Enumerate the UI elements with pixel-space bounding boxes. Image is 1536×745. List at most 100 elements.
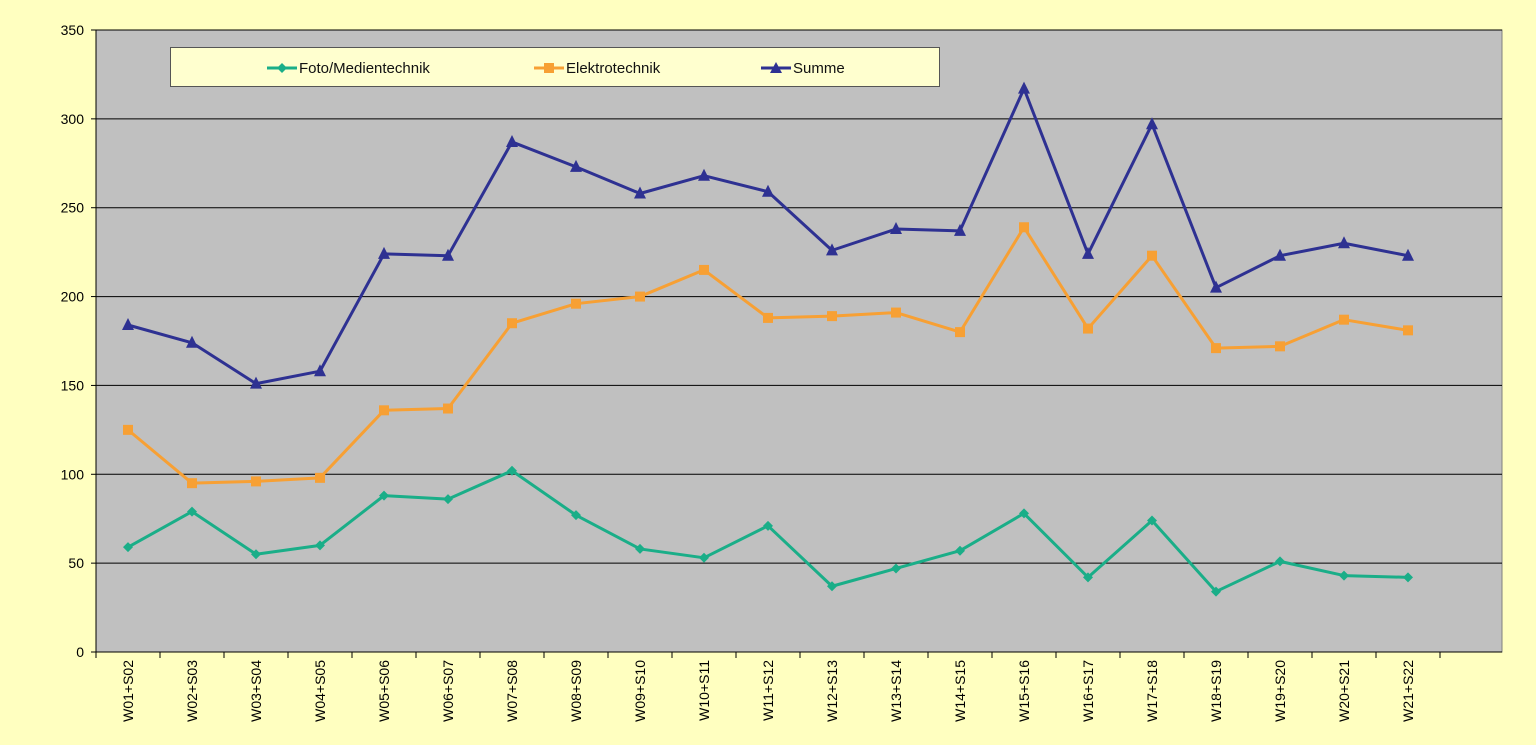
legend-label-summe: Summe [793,59,845,77]
x-tick-label: W12+S13 [824,660,840,722]
data-point [443,403,453,414]
data-point [762,184,774,197]
data-point [379,490,389,501]
data-point [1082,246,1094,259]
data-point [1403,325,1413,336]
data-point [315,540,325,551]
legend-marker-diamond [267,63,297,73]
legend-item-foto: Foto/Medientechnik [267,59,430,77]
data-point [379,405,389,416]
y-tick-label: 350 [61,22,85,38]
x-tick-label: W03+S04 [248,660,264,722]
x-tick-label: W18+S19 [1208,660,1224,722]
data-point [442,248,454,261]
data-point [1146,117,1158,130]
data-point [1403,572,1413,583]
x-tick-label: W14+S15 [952,660,968,722]
x-tick-label: W06+S07 [440,660,456,722]
x-tick-label: W09+S10 [632,660,648,722]
data-point [315,472,325,483]
x-tick-label: W16+S17 [1080,660,1096,722]
data-point [634,186,646,199]
y-tick-label: 100 [61,466,85,482]
data-point [1275,556,1285,567]
x-tick-label: W01+S02 [120,660,136,722]
x-tick-label: W07+S08 [504,660,520,722]
legend-marker-square [534,63,564,73]
data-point [443,494,453,505]
x-tick-label: W20+S21 [1336,660,1352,722]
data-point [1339,314,1349,325]
data-point [1339,570,1349,581]
data-point [250,376,262,389]
data-point [123,424,133,435]
data-point [506,134,518,147]
data-point [698,168,710,181]
x-tick-label: W19+S20 [1272,660,1288,722]
data-point [1211,343,1221,354]
data-point [187,478,197,489]
data-point [699,552,709,563]
data-point [123,542,133,553]
x-tick-label: W08+S09 [568,660,584,722]
x-tick-label: W13+S14 [888,660,904,722]
data-point [763,520,773,531]
data-point [699,264,709,275]
data-point [826,243,838,256]
data-point [1147,515,1157,526]
data-point [314,364,326,377]
legend: Foto/Medientechnik Elektrotechnik Summe [170,47,940,87]
legend-label-elektro: Elektrotechnik [566,59,661,77]
y-tick-label: 300 [61,111,85,127]
data-point [891,563,901,574]
data-point [570,159,582,172]
data-point [1083,572,1093,583]
y-tick-label: 0 [76,644,84,660]
data-point [1211,586,1221,597]
data-point [955,327,965,338]
data-point [827,581,837,592]
data-point [571,510,581,521]
data-point [571,298,581,309]
data-point [763,312,773,323]
data-point [251,476,261,487]
data-point [507,318,517,329]
data-point [890,222,902,235]
data-point [1210,280,1222,293]
data-point [1147,250,1157,261]
data-point [187,506,197,517]
series-0 [123,465,1413,597]
data-point [1274,248,1286,261]
data-point [122,318,134,331]
series-1 [123,222,1413,489]
y-tick-label: 200 [61,289,85,305]
data-point [1338,236,1350,249]
x-tick-label: W04+S05 [312,660,328,722]
legend-item-elektro: Elektrotechnik [534,59,660,77]
data-point [635,291,645,302]
x-tick-label: W15+S16 [1016,660,1032,722]
data-point [507,465,517,476]
data-point [1275,341,1285,352]
data-point [1402,248,1414,261]
legend-label-foto: Foto/Medientechnik [299,59,430,77]
gridlines [96,29,1502,564]
series-2 [122,81,1414,389]
legend-item-summe: Summe [761,59,845,77]
x-tick-label: W17+S18 [1144,660,1160,722]
data-point [1083,323,1093,334]
axes: 0 50 100 150 200 250 300 350 W01+S02 W02+S03 W03+S… [61,22,1502,722]
y-tick-label: 250 [61,200,85,216]
data-point [635,543,645,554]
plot-area [95,29,1503,653]
data-point [186,335,198,348]
legend-marker-triangle [761,62,791,73]
series-layer [122,81,1414,597]
data-point [955,545,965,556]
data-point [891,307,901,318]
x-tick-label: W10+S11 [696,660,712,721]
data-point [827,311,837,322]
x-tick-label: W02+S03 [184,660,200,722]
data-point [954,223,966,236]
